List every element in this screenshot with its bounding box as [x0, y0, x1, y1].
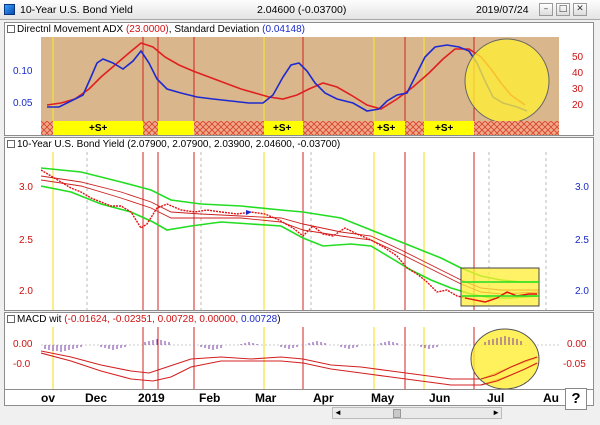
- price-right-tick: 2.5: [575, 235, 589, 246]
- signal-label: +S+: [273, 123, 292, 134]
- date-tick: Jul: [487, 391, 505, 405]
- std-header-value: (0.04148): [262, 24, 305, 35]
- macd-plot-area[interactable]: [41, 327, 559, 389]
- panel-checkbox-icon[interactable]: [7, 25, 15, 33]
- date-tick: 2019: [138, 391, 165, 405]
- title-bar: 10-Year U.S. Bond Yield 2.04600 (-0.0370…: [0, 0, 600, 20]
- macd-histogram: [44, 339, 438, 352]
- signal-label: +S+: [377, 123, 396, 134]
- adx-panel[interactable]: Directnl Movement ADX (23.0000), Standar…: [4, 22, 594, 136]
- date-tick: Apr: [313, 391, 334, 405]
- price-highlight-box: [460, 267, 540, 307]
- adx-left-tick: 0.10: [13, 66, 33, 77]
- price-left-tick: 2.5: [19, 235, 33, 246]
- help-button[interactable]: ?: [565, 388, 587, 410]
- price-header-text: 10-Year U.S. Bond Yield (2.07900, 2.0790…: [17, 139, 341, 150]
- signal-band: [41, 121, 559, 135]
- macd-panel-header: MACD wit (-0.01624, -0.02351, 0.00728, 0…: [5, 313, 593, 326]
- macd-panel[interactable]: MACD wit (-0.01624, -0.02351, 0.00728, 0…: [4, 312, 594, 390]
- adx-highlight-circle: [464, 38, 550, 124]
- price-readout: 2.04600 (-0.03700): [257, 4, 347, 16]
- price-left-tick: 3.0: [19, 182, 33, 193]
- flag-marker-icon: [246, 210, 252, 215]
- macd-header-prefix: MACD wit: [17, 314, 65, 325]
- adx-header-separator: ,: [168, 24, 175, 35]
- macd-signal-recent: [480, 362, 538, 386]
- macd-line-recent: [480, 356, 538, 380]
- scroll-thumb[interactable]: [393, 409, 401, 418]
- price-panel-header: 10-Year U.S. Bond Yield (2.07900, 2.0790…: [5, 138, 593, 151]
- macd-left-tick: -0.0: [13, 359, 31, 370]
- macd-header-histogram: 0.00728: [241, 314, 278, 325]
- close-button[interactable]: ✕: [573, 3, 587, 16]
- date-tick: Jun: [429, 391, 451, 405]
- panel-checkbox-icon[interactable]: [7, 315, 15, 323]
- date-tick: Au: [543, 391, 559, 405]
- adx-right-tick: 40: [572, 68, 584, 79]
- std-dev-line: [47, 44, 528, 112]
- std-header-label: Standard Deviation: [174, 24, 263, 35]
- date-tick: May: [371, 391, 395, 405]
- macd-left-tick: 0.00: [13, 339, 33, 350]
- macd-line: [41, 350, 540, 380]
- date-tick: Mar: [255, 391, 277, 405]
- adx-plot-area[interactable]: +S+ +S+ +S+ +S+: [41, 37, 559, 135]
- date-tick: Dec: [85, 391, 108, 405]
- adx-left-tick: 0.05: [13, 98, 33, 109]
- adx-panel-header: Directnl Movement ADX (23.0000), Standar…: [5, 23, 593, 36]
- price-chart-svg: [41, 152, 547, 310]
- date-axis: ov Dec 2019 Feb Mar Apr May Jun Jul Au: [4, 390, 594, 406]
- minimize-button[interactable]: –: [539, 3, 553, 16]
- macd-histogram-recent: [484, 336, 522, 345]
- adx-chart-svg: [41, 37, 559, 135]
- adx-right-tick: 20: [572, 100, 584, 111]
- macd-right-tick: 0.00: [567, 339, 587, 350]
- adx-header-prefix: Directnl Movement ADX: [17, 24, 126, 35]
- macd-right-tick: -0.05: [563, 359, 586, 370]
- macd-chart-svg: [41, 327, 559, 389]
- app-icon: [4, 4, 15, 15]
- macd-header-values: (-0.01624, -0.02351, 0.00728, 0.00000,: [64, 314, 242, 325]
- price-panel[interactable]: 10-Year U.S. Bond Yield (2.07900, 2.0790…: [4, 137, 594, 311]
- panel-checkbox-icon[interactable]: [7, 140, 15, 148]
- adx-line: [46, 42, 526, 110]
- price-right-tick: 3.0: [575, 182, 589, 193]
- signal-label: +S+: [89, 123, 108, 134]
- macd-signal-line: [41, 352, 540, 386]
- scroll-left-icon[interactable]: ◄: [334, 408, 342, 417]
- price-left-tick: 2.0: [19, 286, 33, 297]
- date-tick: ov: [41, 391, 56, 405]
- window-title: 10-Year U.S. Bond Yield: [20, 4, 133, 16]
- price-right-tick: 2.0: [575, 286, 589, 297]
- macd-highlight-circle: [470, 328, 540, 389]
- signal-label: +S+: [435, 123, 454, 134]
- adx-right-tick: 50: [572, 52, 584, 63]
- scroll-right-icon[interactable]: ►: [492, 408, 500, 417]
- maximize-button[interactable]: □: [556, 3, 570, 16]
- adx-header-value: (23.0000): [125, 24, 169, 35]
- price-series-recent: [464, 291, 537, 303]
- price-plot-area[interactable]: [41, 152, 559, 310]
- date-tick: Feb: [199, 391, 221, 405]
- adx-right-tick: 30: [572, 84, 584, 95]
- macd-header-close: ): [277, 314, 281, 325]
- date-readout: 2019/07/24: [476, 4, 529, 16]
- horizontal-scrollbar[interactable]: ◄ ►: [332, 407, 502, 419]
